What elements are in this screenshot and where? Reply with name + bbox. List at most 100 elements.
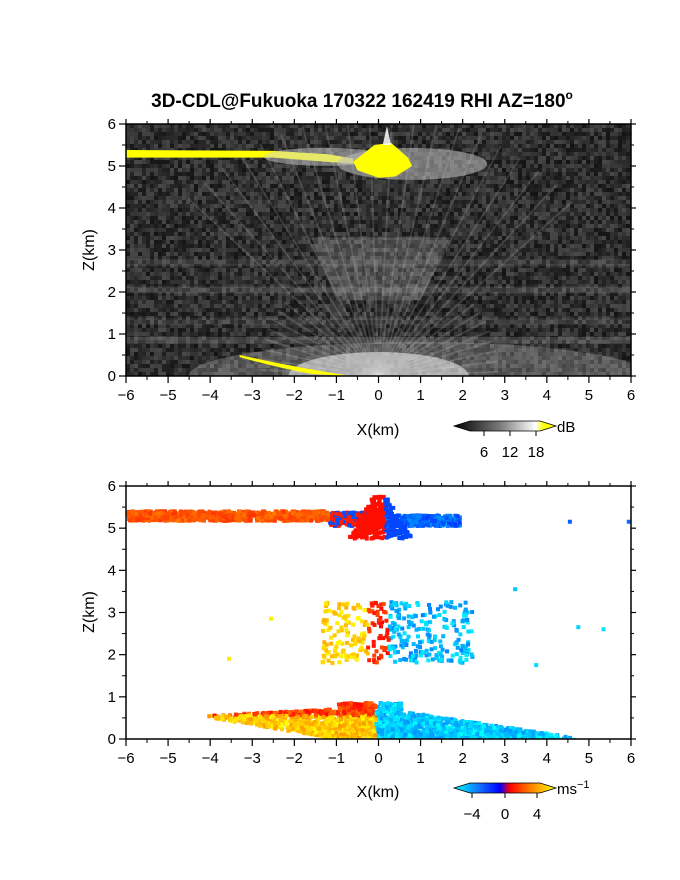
noise-cell [254,252,258,256]
noise-cell [202,276,206,280]
noise-cell [534,208,538,212]
noise-cell [434,124,438,128]
noise-cell [458,248,462,252]
noise-cell [254,228,258,232]
noise-cell [330,264,334,268]
noise-cell [578,268,582,272]
noise-cell [218,224,222,228]
noise-cell [322,188,326,192]
noise-cell [306,184,310,188]
noise-cell [298,240,302,244]
noise-cell [438,212,442,216]
noise-cell [550,216,554,220]
noise-cell [486,272,490,276]
noise-cell [250,180,254,184]
noise-cell [390,128,394,132]
noise-cell [302,204,306,208]
noise-cell [574,268,578,272]
noise-cell [510,220,514,224]
noise-cell [522,180,526,184]
noise-cell [354,244,358,248]
noise-cell [242,188,246,192]
noise-cell [622,188,626,192]
noise-cell [590,272,594,276]
noise-cell [582,240,586,244]
noise-cell [138,204,142,208]
noise-cell [550,264,554,268]
noise-cell [598,220,602,224]
noise-cell [250,256,254,260]
noise-cell [582,160,586,164]
noise-cell [514,204,518,208]
noise-cell [534,236,538,240]
noise-cell [206,144,210,148]
noise-cell [574,248,578,252]
noise-cell [330,176,334,180]
noise-cell [278,136,282,140]
noise-cell [462,208,466,212]
noise-cell [190,176,194,180]
noise-cell [438,208,442,212]
noise-cell [506,188,510,192]
noise-cell [166,184,170,188]
noise-cell [242,216,246,220]
noise-cell [390,196,394,200]
noise-cell [534,200,538,204]
noise-cell [610,244,614,248]
noise-cell [278,280,282,284]
noise-cell [246,140,250,144]
noise-cell [286,216,290,220]
noise-cell [162,168,166,172]
noise-cell [202,128,206,132]
noise-cell [522,272,526,276]
noise-cell [402,272,406,276]
noise-cell [614,136,618,140]
noise-cell [626,152,630,156]
noise-cell [450,216,454,220]
noise-cell [134,220,138,224]
noise-cell [290,132,294,136]
noise-cell [178,156,182,160]
noise-cell [598,132,602,136]
noise-cell [374,196,378,200]
noise-cell [442,224,446,228]
noise-cell [254,244,258,248]
noise-cell [482,208,486,212]
noise-cell [266,276,270,280]
noise-cell [510,260,514,264]
noise-cell [346,180,350,184]
noise-cell [162,276,166,280]
noise-cell [398,236,402,240]
noise-cell [242,140,246,144]
noise-cell [626,156,630,160]
noise-cell [538,176,542,180]
noise-cell [150,260,154,264]
noise-cell [526,228,530,232]
noise-cell [322,176,326,180]
noise-cell [498,152,502,156]
noise-cell [326,240,330,244]
noise-cell [334,128,338,132]
noise-cell [618,124,622,128]
noise-cell [258,228,262,232]
noise-cell [342,184,346,188]
noise-cell [518,268,522,272]
noise-cell [538,164,542,168]
noise-cell [558,196,562,200]
noise-cell [222,264,226,268]
noise-cell [338,144,342,148]
noise-cell [190,220,194,224]
noise-cell [134,248,138,252]
noise-cell [378,128,382,132]
noise-cell [234,172,238,176]
noise-cell [570,188,574,192]
noise-cell [286,252,290,256]
noise-cell [298,180,302,184]
noise-cell [518,188,522,192]
noise-cell [490,212,494,216]
noise-cell [422,200,426,204]
noise-cell [382,188,386,192]
noise-cell [346,128,350,132]
noise-cell [290,252,294,256]
noise-cell [158,232,162,236]
